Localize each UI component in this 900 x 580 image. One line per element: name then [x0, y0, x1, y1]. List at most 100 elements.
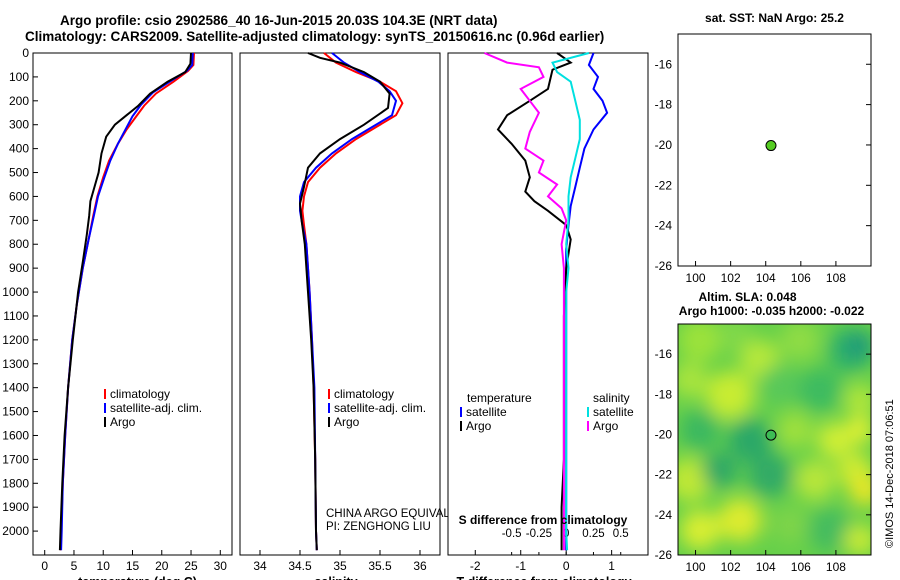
y-tick-label: 1400	[2, 381, 29, 395]
y-tick-label: 700	[9, 213, 29, 227]
heatmap-blobs	[678, 324, 871, 555]
x-tick-s-label: -0.5	[502, 528, 522, 540]
heatmap-cell	[728, 418, 772, 462]
map-y-tick-label: -26	[655, 548, 673, 562]
x-tick-s-label: 0.5	[613, 528, 629, 540]
heatmap-cell	[844, 524, 871, 555]
x-axis-label-s: S difference from climatology	[459, 513, 628, 527]
heatmap-cell	[678, 362, 708, 398]
legend-label: climatology	[334, 387, 394, 401]
map-y-tick-label: -20	[655, 138, 673, 152]
y-tick-label: 500	[9, 166, 29, 180]
map-x-tick-label: 102	[721, 560, 741, 574]
x-tick-label: 35.5	[368, 559, 392, 573]
heatmap-cell	[760, 365, 800, 405]
map-y-tick-label: -24	[655, 219, 673, 233]
panel-salinity: 34 34.5 35 35.5 36 salinity climatologysatelli…	[239, 52, 473, 580]
y-tick-label: 1500	[2, 405, 29, 419]
x-axis-label: T difference from climatology	[456, 575, 631, 580]
x-tick-label: 35	[333, 559, 347, 573]
map-y-tick-label: -16	[655, 347, 673, 361]
y-tick-label: 1000	[2, 285, 29, 299]
heatmap-cell	[702, 452, 738, 488]
panel-difference: -2 -1 0 1-0.5 -0.25 0 0.25 0.5S difference from…	[447, 52, 649, 580]
panel-temperature: 0100200300400500600700800900100011001200…	[2, 46, 233, 580]
y-tick-label: 300	[9, 118, 29, 132]
heatmap-cell	[808, 508, 852, 552]
heatmap-cell	[777, 412, 813, 448]
map-y-tick-label: -16	[655, 57, 673, 71]
heatmap-cell	[680, 510, 720, 550]
x-tick-label: 36	[413, 559, 427, 573]
map-frame	[677, 323, 872, 556]
map-x-tick-label: 100	[686, 560, 706, 574]
pi-annotation-line1: CHINA ARGO EQUIVALENT	[326, 508, 473, 520]
legend-sal-title: salinity	[593, 391, 630, 405]
map-y-tick-label: -24	[655, 508, 673, 522]
map-x-tick-label: 106	[791, 271, 811, 285]
sst-map-title: sat. SST: NaN Argo: 25.2	[705, 11, 844, 25]
y-tick-label: 800	[9, 237, 29, 251]
heatmap-cell	[678, 324, 722, 362]
sla-map-subtitle: Argo h1000: -0.035 h2000: -0.022	[679, 304, 865, 318]
x-tick-s-label: -0.25	[526, 528, 552, 540]
y-tick-label: 1800	[2, 476, 29, 490]
sla-heatmap	[678, 324, 871, 555]
heatmap-cell	[795, 460, 835, 500]
x-tick-label: -1	[515, 559, 526, 573]
heatmap-cell	[798, 368, 842, 412]
x-tick-label: 15	[126, 559, 140, 573]
y-tick-label: 600	[9, 189, 29, 203]
x-tick-label: 34	[253, 559, 267, 573]
y-tick-label: 1700	[2, 452, 29, 466]
y-tick-label: 900	[9, 261, 29, 275]
argo-location-marker	[765, 140, 777, 152]
heatmap-cell	[718, 498, 762, 542]
series-difference-3	[484, 52, 568, 551]
map-x-tick-label: 100	[686, 271, 706, 285]
series-temperature-2	[58, 52, 192, 551]
map-y-tick-label: -22	[655, 468, 673, 482]
heatmap-cell	[844, 384, 871, 416]
map-frame	[677, 33, 872, 267]
header-title-line2: Climatology: CARS2009. Satellite-adjuste…	[25, 29, 605, 44]
y-tick-label: 0	[22, 46, 29, 60]
y-tick-label: 1100	[3, 309, 29, 323]
y-tick-label: 1200	[2, 333, 29, 347]
legend-label: Argo	[466, 419, 492, 433]
y-tick-label: 1600	[2, 428, 29, 442]
map-y-tick-label: -26	[655, 259, 673, 273]
series-difference-2	[551, 52, 590, 551]
heatmap-cell	[706, 371, 754, 419]
heatmap-cell	[846, 331, 871, 359]
timestamp-stamp: ©IMOS 14-Dec-2018 07:06:51	[884, 399, 896, 548]
sla-map-title: Altim. SLA: 0.048	[698, 290, 796, 304]
map-x-tick-label: 104	[756, 560, 776, 574]
legend-label: climatology	[110, 387, 170, 401]
heatmap-cell	[748, 453, 792, 497]
legend-label: Argo	[110, 415, 136, 429]
map-y-tick-label: -18	[655, 98, 673, 112]
y-tick-label: 1300	[2, 357, 29, 371]
panel-sst-map: 100 102 104 106 108 -16 -18 -20 -22 -24 -26 sat. SS…	[655, 11, 872, 285]
heatmap-cell	[780, 324, 820, 360]
pi-annotation-line2: PI: ZENGHONG LIU	[326, 521, 431, 533]
heatmap-cell	[680, 410, 720, 450]
x-tick-label: 34.5	[288, 559, 312, 573]
series-salinity-2	[298, 52, 391, 551]
heatmap-cell	[846, 416, 871, 444]
x-tick-label: 1	[608, 559, 615, 573]
heatmap-cell	[772, 507, 808, 543]
map-y-tick-label: -18	[655, 387, 673, 401]
panel-frame	[447, 52, 649, 556]
legend-label: satellite	[593, 405, 634, 419]
map-x-tick-label: 108	[826, 560, 846, 574]
map-y-tick-label: -22	[655, 178, 673, 192]
argo-location-marker	[765, 429, 777, 441]
legend-temp-title: temperature	[467, 391, 532, 405]
heatmap-cell	[717, 324, 753, 353]
y-tick-label: 100	[9, 70, 29, 84]
